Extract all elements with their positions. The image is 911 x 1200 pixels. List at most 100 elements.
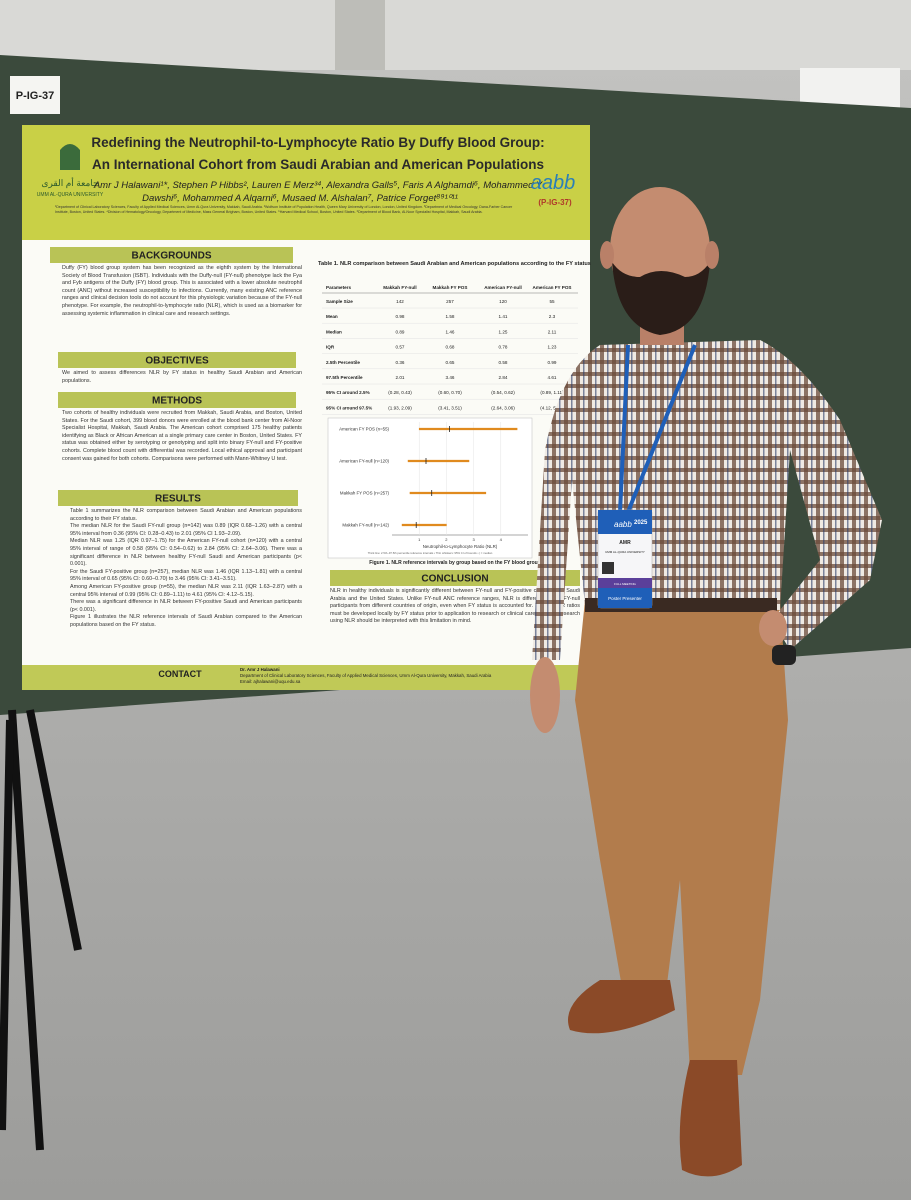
- table-cell: (2.64, 3.06): [491, 405, 515, 410]
- table-cell: (0.54, 0.62): [491, 390, 515, 395]
- university-logo: جامعة أم القرى UMM AL-QURA UNIVERSITY: [37, 144, 104, 198]
- table-cell: 0.68: [446, 345, 455, 350]
- section-heading-bar: [58, 392, 296, 408]
- contact-line: Department of Clinical Laboratory Scienc…: [240, 673, 492, 678]
- table-cell: (0.28, 0.43): [388, 390, 412, 395]
- x-tick-label: 1: [418, 537, 421, 542]
- table-row-label: 97.5th Percentile: [326, 375, 363, 380]
- easel: [0, 709, 82, 1151]
- person: [530, 187, 882, 1177]
- x-tick-label: 4: [500, 537, 503, 542]
- section-heading-bar: [330, 570, 580, 586]
- section-heading-bar: [58, 490, 298, 506]
- table-cell: 4.61: [548, 375, 557, 380]
- table-cell: 2.01: [396, 375, 405, 380]
- paragraph-box: Table 1 summarizes the NLR comparison be…: [62, 508, 302, 630]
- table-cell: 0.98: [396, 314, 405, 319]
- table-cell: 1.25: [499, 329, 508, 334]
- bullet: The median NLR for the Saudi FY-null gro…: [70, 523, 302, 538]
- affiliations: ¹Department of Clinical Laboratory Scien…: [55, 205, 513, 214]
- table-cell: (3.41, 3.51): [438, 405, 462, 410]
- poster-code: (P-IG-37): [538, 198, 572, 207]
- section-heading: OBJECTIVES: [145, 356, 209, 367]
- section-heading-bar: [50, 247, 293, 263]
- table-cell: 2.3: [549, 314, 556, 319]
- x-tick-label: 2: [445, 537, 448, 542]
- figure-caption: Figure 1. NLR reference intervals by gro…: [369, 560, 541, 566]
- board-label-bg: [10, 76, 60, 114]
- ceiling: [0, 0, 911, 70]
- table-row-label: 95% CI around 2.5%: [326, 390, 370, 395]
- bullet: Among American FY-positive group (n=55),…: [70, 584, 302, 599]
- text-box: We aimed to assess differences NLR by FY…: [62, 370, 302, 385]
- table-cell: 1.58: [446, 314, 455, 319]
- table-cell: (1.93, 2.09): [388, 405, 412, 410]
- sections: BACKGROUNDS Duffy (FY) blood group system…: [50, 247, 580, 668]
- table-cell: 1.23: [548, 345, 557, 350]
- table-header: Makkah FY POS: [433, 285, 468, 290]
- poster-footer: [22, 665, 590, 690]
- figure-note: Thick line: 2.5th–97.5th percentile refe…: [368, 551, 493, 555]
- table-header: American FY-null: [484, 285, 522, 290]
- table-cell: 0.65: [446, 360, 455, 365]
- paragraph: NLR in healthy individuals is significan…: [330, 588, 580, 625]
- text-box: Two cohorts of healthy individuals were …: [62, 410, 302, 463]
- badge-role: Poster Presenter: [608, 596, 642, 601]
- paragraph: Duffy (FY) blood group system has been r…: [62, 265, 302, 317]
- table-cell: 1.41: [499, 314, 508, 319]
- x-tick-label: 3: [472, 537, 475, 542]
- table-cell: 0.58: [499, 360, 508, 365]
- badge-logo: aabb: [614, 520, 632, 529]
- table-row-label: 2.5th Percentile: [326, 360, 360, 365]
- badge-org: UMM AL-QURA UNIVERSITY: [605, 550, 645, 554]
- table-row-label: Mean: [326, 314, 338, 319]
- paragraph-box: We aimed to assess differences NLR by FY…: [62, 370, 302, 385]
- contact-heading: CONTACT: [158, 669, 202, 679]
- table-cell: 0.57: [396, 345, 405, 350]
- table-cell: 0.89: [396, 329, 405, 334]
- table-cell: 3.46: [446, 375, 455, 380]
- society-logo: aabb: [531, 172, 576, 194]
- figure: 1 2 3 4 Makkah FY-null (n=142) Makkah FY POS …: [327, 417, 541, 566]
- text-box: Duffy (FY) blood group system has been r…: [62, 265, 302, 317]
- table-cell: 55: [549, 299, 555, 304]
- university-ar: جامعة أم القرى: [41, 176, 98, 189]
- paragraph-box: Two cohorts of healthy individuals were …: [62, 410, 302, 463]
- poster-title: An International Cohort from Saudi Arabi…: [92, 157, 544, 172]
- text-box: Table 1 summarizes the NLR comparison be…: [62, 508, 302, 668]
- bullet-list: Table 1 summarizes the NLR comparison be…: [62, 508, 302, 630]
- table: Table 1. NLR comparison between Saudi Ar…: [318, 261, 591, 415]
- bullet: For the Saudi FY-positive group (n=257),…: [70, 569, 302, 584]
- bullet: There was a significant difference in NL…: [70, 599, 302, 614]
- table-cell: 142: [396, 299, 404, 304]
- table-row-label: Sample Size: [326, 299, 353, 304]
- table-cell: 1.46: [446, 329, 455, 334]
- section-heading-bar: [58, 352, 296, 368]
- table-cell: 0.99: [548, 360, 557, 365]
- table-row-label: 95% CI around 97.5%: [326, 405, 372, 410]
- section-heading: CONCLUSION: [421, 574, 488, 585]
- badge-year: 2025: [634, 520, 648, 526]
- group-label: American FY-null (n=120): [339, 459, 389, 464]
- group-label: Makkah FY POS (n=257): [340, 491, 390, 496]
- table-row-label: Median: [326, 329, 342, 334]
- badge-name: AMR: [619, 540, 631, 546]
- section-heading: METHODS: [152, 396, 202, 407]
- badge-type: FULL MEETING: [614, 582, 636, 586]
- section-heading: BACKGROUNDS: [132, 251, 212, 262]
- table-cell: 2.84: [499, 375, 508, 380]
- group-label: American FY POS (n=55): [339, 427, 389, 432]
- paragraph: We aimed to assess differences NLR by FY…: [62, 370, 302, 384]
- affiliations-box: ¹Department of Clinical Laboratory Scien…: [55, 205, 513, 214]
- table-cell: (0.89, 1.11): [540, 390, 564, 395]
- table-header: American FY POS: [533, 285, 572, 290]
- table-cell: 120: [499, 299, 507, 304]
- authors: Dawshi⁶, Mohammed A Alqarni⁶, Musaed M. …: [142, 193, 458, 204]
- table-cell: (4.12, 5.15): [540, 405, 564, 410]
- table-header: Makkah FY-null: [383, 285, 416, 290]
- contact-line: Dr. Amr J Halawani: [240, 667, 280, 672]
- booth: [800, 68, 900, 108]
- table-header: Parameters: [326, 285, 351, 290]
